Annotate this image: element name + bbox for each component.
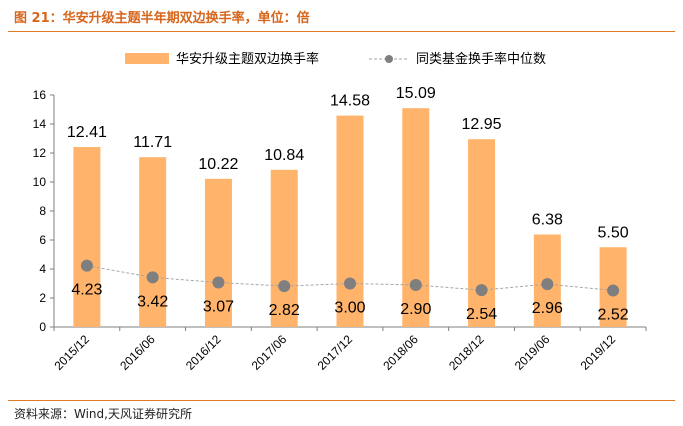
source-note: 资料来源：Wind,天风证券研究所 (14, 407, 192, 421)
legend-line-marker (385, 55, 393, 63)
bar-value-label: 6.38 (532, 211, 563, 228)
median-point (344, 277, 356, 290)
legend-line-label: 同类基金换手率中位数 (416, 51, 546, 67)
bar (73, 147, 101, 327)
y-tick-label: 4 (39, 262, 46, 276)
median-value-label: 3.07 (203, 298, 234, 315)
bar (468, 139, 496, 327)
x-tick-label: 2018/06 (380, 332, 421, 373)
median-point (278, 280, 291, 293)
bar-value-label: 14.58 (330, 93, 370, 110)
median-value-label: 2.82 (269, 302, 300, 319)
title-rule (8, 31, 675, 32)
median-value-label: 4.23 (71, 282, 102, 299)
bar-value-label: 15.09 (396, 85, 436, 102)
bar (204, 178, 232, 327)
y-tick-label: 0 (39, 320, 46, 334)
y-tick-label: 14 (33, 117, 47, 131)
y-tick-label: 16 (33, 88, 47, 102)
x-tick-label: 2019/06 (512, 332, 553, 373)
median-value-label: 2.52 (598, 306, 629, 323)
x-tick-label: 2018/12 (446, 332, 487, 373)
bar (336, 115, 364, 327)
median-value-label: 2.54 (466, 306, 497, 323)
median-point (80, 259, 93, 272)
median-point (607, 284, 620, 297)
median-line (86, 265, 614, 291)
legend-bar-label: 华安升级主题双边换手率 (176, 51, 319, 67)
footer-rule (8, 400, 675, 401)
y-tick-label: 8 (39, 204, 46, 218)
line-series (80, 259, 620, 297)
median-point (409, 278, 422, 291)
median-point (541, 278, 554, 291)
y-tick-label: 12 (33, 146, 47, 160)
median-point (475, 284, 488, 297)
bar-value-label: 10.84 (264, 147, 304, 164)
legend-bar-swatch (125, 53, 169, 64)
x-tick-label: 2017/06 (249, 332, 290, 373)
bar (139, 157, 167, 327)
bar (270, 169, 298, 327)
bar (402, 108, 430, 327)
y-tick-label: 10 (33, 175, 47, 189)
x-tick-label: 2016/06 (117, 332, 158, 373)
median-point (212, 276, 225, 289)
data-labels: 12.41 11.71 10.22 10.84 14.58 15.09 12.95 6.38 5… (67, 85, 629, 323)
bar-value-label: 5.50 (598, 224, 629, 241)
figure-title: 图 21：华安升级主题半年期双边换手率，单位：倍 (14, 11, 310, 26)
x-tick-label: 2019/12 (578, 332, 619, 373)
x-tick-label: 2015/12 (51, 332, 92, 373)
median-value-label: 3.42 (137, 293, 168, 310)
bar-value-label: 12.41 (67, 124, 107, 141)
bar-value-label: 11.71 (133, 134, 172, 151)
turnover-chart: 华安升级主题双边换手率 同类基金换手率中位数 0 2 4 6 8 10 12 14 16 2015/… (33, 51, 647, 373)
x-tick-label: 2016/12 (183, 332, 224, 373)
median-point (146, 271, 159, 284)
x-tick-label: 2017/12 (315, 332, 356, 373)
legend: 华安升级主题双边换手率 同类基金换手率中位数 (125, 51, 546, 67)
y-tick-label: 6 (39, 233, 46, 247)
median-value-label: 2.96 (532, 300, 563, 317)
median-value-label: 2.90 (400, 301, 431, 318)
median-value-label: 3.00 (334, 300, 365, 317)
bar-value-label: 10.22 (198, 156, 238, 173)
bar-value-label: 12.95 (462, 116, 502, 133)
y-tick-label: 2 (39, 291, 46, 305)
